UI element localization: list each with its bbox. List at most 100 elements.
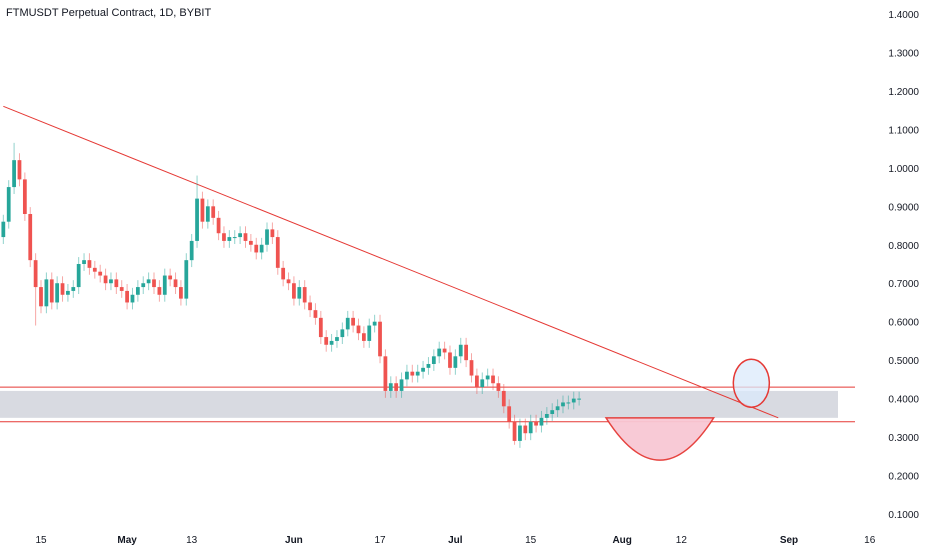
y-tick-label: 0.3000 bbox=[888, 433, 919, 444]
candle-body bbox=[356, 325, 361, 334]
candle-body bbox=[184, 260, 189, 299]
x-tick-label: 16 bbox=[864, 535, 876, 546]
candle-body bbox=[76, 264, 81, 288]
y-tick-label: 1.1000 bbox=[888, 125, 919, 136]
candle-body bbox=[577, 398, 582, 400]
candle-body bbox=[550, 410, 555, 414]
candle-body bbox=[388, 383, 393, 391]
candle-body bbox=[318, 317, 323, 338]
candle-body bbox=[227, 237, 232, 241]
x-tick-label: 17 bbox=[374, 535, 386, 546]
x-tick-label: 15 bbox=[525, 535, 537, 546]
candle-body bbox=[399, 379, 404, 391]
candle-body bbox=[125, 290, 129, 303]
y-tick-label: 1.4000 bbox=[888, 10, 919, 21]
candle-body bbox=[248, 240, 253, 245]
y-tick-label: 0.7000 bbox=[888, 279, 919, 290]
y-tick-label: 1.0000 bbox=[888, 164, 919, 175]
candle-body bbox=[114, 279, 119, 288]
candle-body bbox=[270, 229, 275, 238]
candle-body bbox=[152, 279, 156, 288]
candle-body bbox=[329, 340, 334, 345]
candle-body bbox=[33, 260, 38, 288]
x-tick-label: Jul bbox=[448, 535, 463, 546]
candle-body bbox=[6, 187, 11, 222]
candle-body bbox=[437, 348, 442, 357]
descending-trendline bbox=[3, 105, 779, 419]
candle-body bbox=[324, 337, 329, 345]
x-tick-label: 12 bbox=[676, 535, 688, 546]
candle-body bbox=[146, 279, 151, 284]
candle-body bbox=[238, 233, 242, 238]
candle-body bbox=[555, 406, 560, 411]
candle-body bbox=[98, 271, 103, 276]
candle-body bbox=[448, 352, 452, 368]
candle-body bbox=[179, 287, 183, 299]
candle-body bbox=[205, 206, 210, 222]
candle-body bbox=[426, 364, 431, 368]
candle-body bbox=[297, 287, 302, 299]
candle-body bbox=[361, 333, 366, 341]
candle-body bbox=[168, 275, 173, 280]
chart-title: FTMUSDT Perpetual Contract, 1D, BYBIT bbox=[6, 7, 212, 19]
candle-body bbox=[55, 283, 60, 303]
candle-body bbox=[308, 302, 312, 311]
x-tick-label: Sep bbox=[780, 535, 798, 546]
candle-body bbox=[410, 371, 415, 376]
candle-body bbox=[109, 279, 113, 284]
x-tick-label: 13 bbox=[186, 535, 198, 546]
y-tick-label: 0.5000 bbox=[888, 356, 919, 367]
candle-body bbox=[189, 240, 194, 261]
candle-body bbox=[512, 421, 517, 441]
candle-body bbox=[534, 421, 538, 426]
candle-body bbox=[442, 348, 447, 353]
candle-body bbox=[157, 287, 162, 295]
candle-body bbox=[571, 398, 576, 403]
candle-body bbox=[141, 283, 146, 288]
y-tick-label: 0.4000 bbox=[888, 395, 919, 406]
candle-body bbox=[66, 290, 70, 295]
candle-body bbox=[469, 360, 474, 376]
candle-body bbox=[216, 217, 221, 234]
candle-body bbox=[173, 279, 178, 288]
y-tick-label: 1.3000 bbox=[888, 48, 919, 59]
candle-body bbox=[17, 160, 22, 180]
cup-pattern bbox=[604, 417, 716, 461]
candle-body bbox=[292, 283, 296, 299]
candle-body bbox=[119, 287, 124, 291]
candle-body bbox=[383, 356, 388, 391]
candle-body bbox=[394, 383, 399, 391]
candle-body bbox=[475, 375, 479, 388]
candle-body bbox=[12, 160, 16, 188]
candle-body bbox=[103, 275, 108, 284]
candle-body bbox=[458, 344, 463, 357]
candle-body bbox=[28, 214, 33, 261]
candle-body bbox=[44, 279, 49, 307]
candle-body bbox=[507, 406, 512, 422]
candle-body bbox=[496, 383, 501, 391]
candle-body bbox=[544, 414, 549, 418]
candle-body bbox=[254, 244, 259, 253]
candle-body bbox=[87, 260, 92, 268]
candle-body bbox=[22, 179, 27, 214]
candle-body bbox=[130, 294, 135, 303]
x-tick-label: Jun bbox=[285, 535, 303, 546]
breakout-circle bbox=[732, 358, 771, 408]
y-tick-label: 1.2000 bbox=[888, 87, 919, 98]
candle-body bbox=[39, 287, 43, 307]
candle-body bbox=[200, 198, 205, 222]
candle-body bbox=[485, 375, 490, 380]
y-tick-label: 0.1000 bbox=[888, 510, 919, 521]
candle-body bbox=[281, 267, 286, 280]
candle-body bbox=[518, 425, 522, 441]
candle-body bbox=[313, 310, 318, 318]
x-tick-label: 15 bbox=[35, 535, 47, 546]
candle-body bbox=[351, 317, 355, 326]
candle-body bbox=[71, 287, 76, 291]
candle-body bbox=[259, 244, 264, 253]
candle-body bbox=[211, 206, 216, 218]
support-zone bbox=[0, 390, 838, 418]
candle-body bbox=[302, 287, 307, 303]
x-tick-label: Aug bbox=[612, 535, 631, 546]
